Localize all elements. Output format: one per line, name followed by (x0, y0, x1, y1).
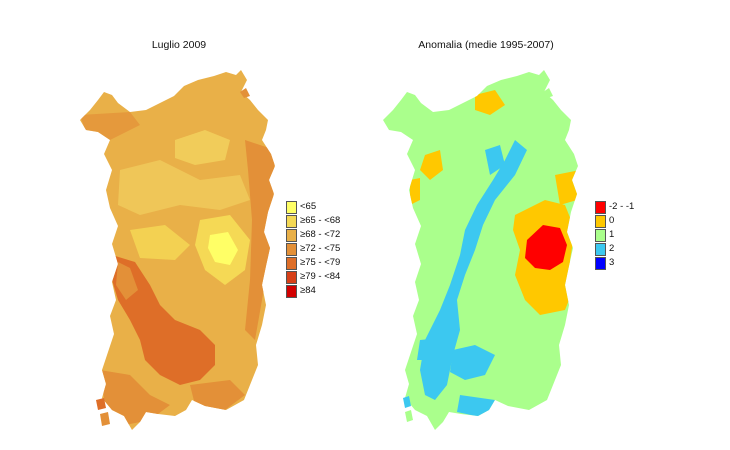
legend-label: -2 - -1 (609, 201, 635, 212)
left-map-title: Luglio 2009 (151, 39, 207, 51)
legend-item: -2 - -1 (595, 200, 634, 214)
right-map-title: Anomalia (medie 1995-2007) (418, 39, 554, 51)
legend-swatch (286, 270, 297, 284)
legend-swatch (595, 228, 606, 242)
legend-label: ≥84 (300, 285, 316, 296)
legend-label: ≥79 - <84 (300, 271, 341, 282)
legend-swatch (595, 214, 606, 228)
legend-swatch (286, 214, 297, 228)
legend-swatch (286, 284, 297, 298)
left-map-panel: Luglio 2009 <65 ≥65 - <68 ≥68 - <72 ≥72 … (80, 39, 340, 430)
legend-label: 0 (609, 215, 615, 226)
legend-swatch (286, 200, 297, 214)
legend-swatch (595, 256, 606, 270)
legend-item: ≥79 - <84 (286, 270, 340, 284)
right-map-legend: -2 - -1 0 1 2 3 (595, 200, 634, 270)
legend-item: ≥72 - <75 (286, 242, 340, 256)
legend-label: <65 (300, 201, 317, 212)
legend-label: ≥65 - <68 (300, 215, 341, 226)
left-map-sardinia (80, 70, 275, 430)
legend-item: ≥84 (286, 284, 340, 298)
legend-swatch (286, 256, 297, 270)
legend-item: 2 (595, 242, 634, 256)
legend-swatch (286, 242, 297, 256)
legend-label: 1 (609, 229, 615, 240)
legend-label: 2 (609, 243, 615, 254)
legend-item: 1 (595, 228, 634, 242)
legend-item: ≥75 - <79 (286, 256, 340, 270)
right-map-sardinia (383, 70, 578, 430)
legend-swatch (595, 200, 606, 214)
legend-label: ≥72 - <75 (300, 243, 341, 254)
legend-item: ≥65 - <68 (286, 214, 340, 228)
legend-label: ≥68 - <72 (300, 229, 341, 240)
legend-label: ≥75 - <79 (300, 257, 341, 268)
legend-swatch (286, 228, 297, 242)
legend-item: 0 (595, 214, 634, 228)
right-map-panel: Anomalia (medie 1995-2007) -2 - -1 0 1 2… (365, 0, 730, 450)
legend-label: 3 (609, 257, 615, 268)
left-map-legend: <65 ≥65 - <68 ≥68 - <72 ≥72 - <75 ≥75 - … (286, 200, 340, 298)
legend-swatch (595, 242, 606, 256)
legend-item: 3 (595, 256, 634, 270)
legend-item: <65 (286, 200, 340, 214)
legend-item: ≥68 - <72 (286, 228, 340, 242)
